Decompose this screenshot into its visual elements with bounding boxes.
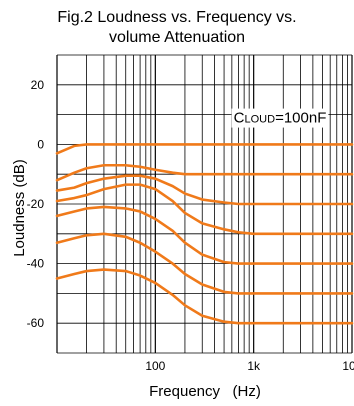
- x-tick-label: 1k: [247, 359, 261, 373]
- y-tick-label: -60: [27, 316, 45, 330]
- y-tick-label: -40: [27, 257, 45, 271]
- series-line-2: [55, 163, 354, 182]
- y-tick-label: 20: [31, 78, 45, 92]
- chart-title-line-1: Fig.2 Loudness vs. Frequency vs.: [57, 9, 296, 26]
- annotation: CLOUD=100nF: [231, 108, 329, 128]
- series-line-6: [55, 232, 354, 295]
- x-tick-label: 10k: [342, 359, 354, 373]
- x-axis-label: Frequency (Hz): [149, 383, 261, 400]
- annotation-prefix: C: [234, 110, 245, 127]
- y-tick-label: -20: [27, 197, 45, 211]
- annotation-text: CLOUD=100nF: [234, 110, 327, 127]
- x-tick-label: 100: [145, 359, 165, 373]
- chart-title-line-2: volume Attenuation: [109, 29, 245, 46]
- series-line-3: [55, 174, 354, 206]
- series-line-5: [55, 205, 354, 265]
- series-line-7: [55, 268, 354, 325]
- annotation-background: [231, 108, 329, 128]
- series-line-4: [55, 183, 354, 236]
- y-tick-label: 0: [37, 137, 44, 151]
- annotation-suffix: =100nF: [275, 110, 326, 127]
- tick-labels: 100 1k 10k 20 0 -20 -40 -60: [27, 78, 354, 373]
- series-lines: [55, 143, 354, 325]
- series-line-1: [55, 143, 354, 155]
- y-axis-label: Loudness (dB): [11, 159, 28, 257]
- annotation-subscript: LOUD: [245, 114, 276, 126]
